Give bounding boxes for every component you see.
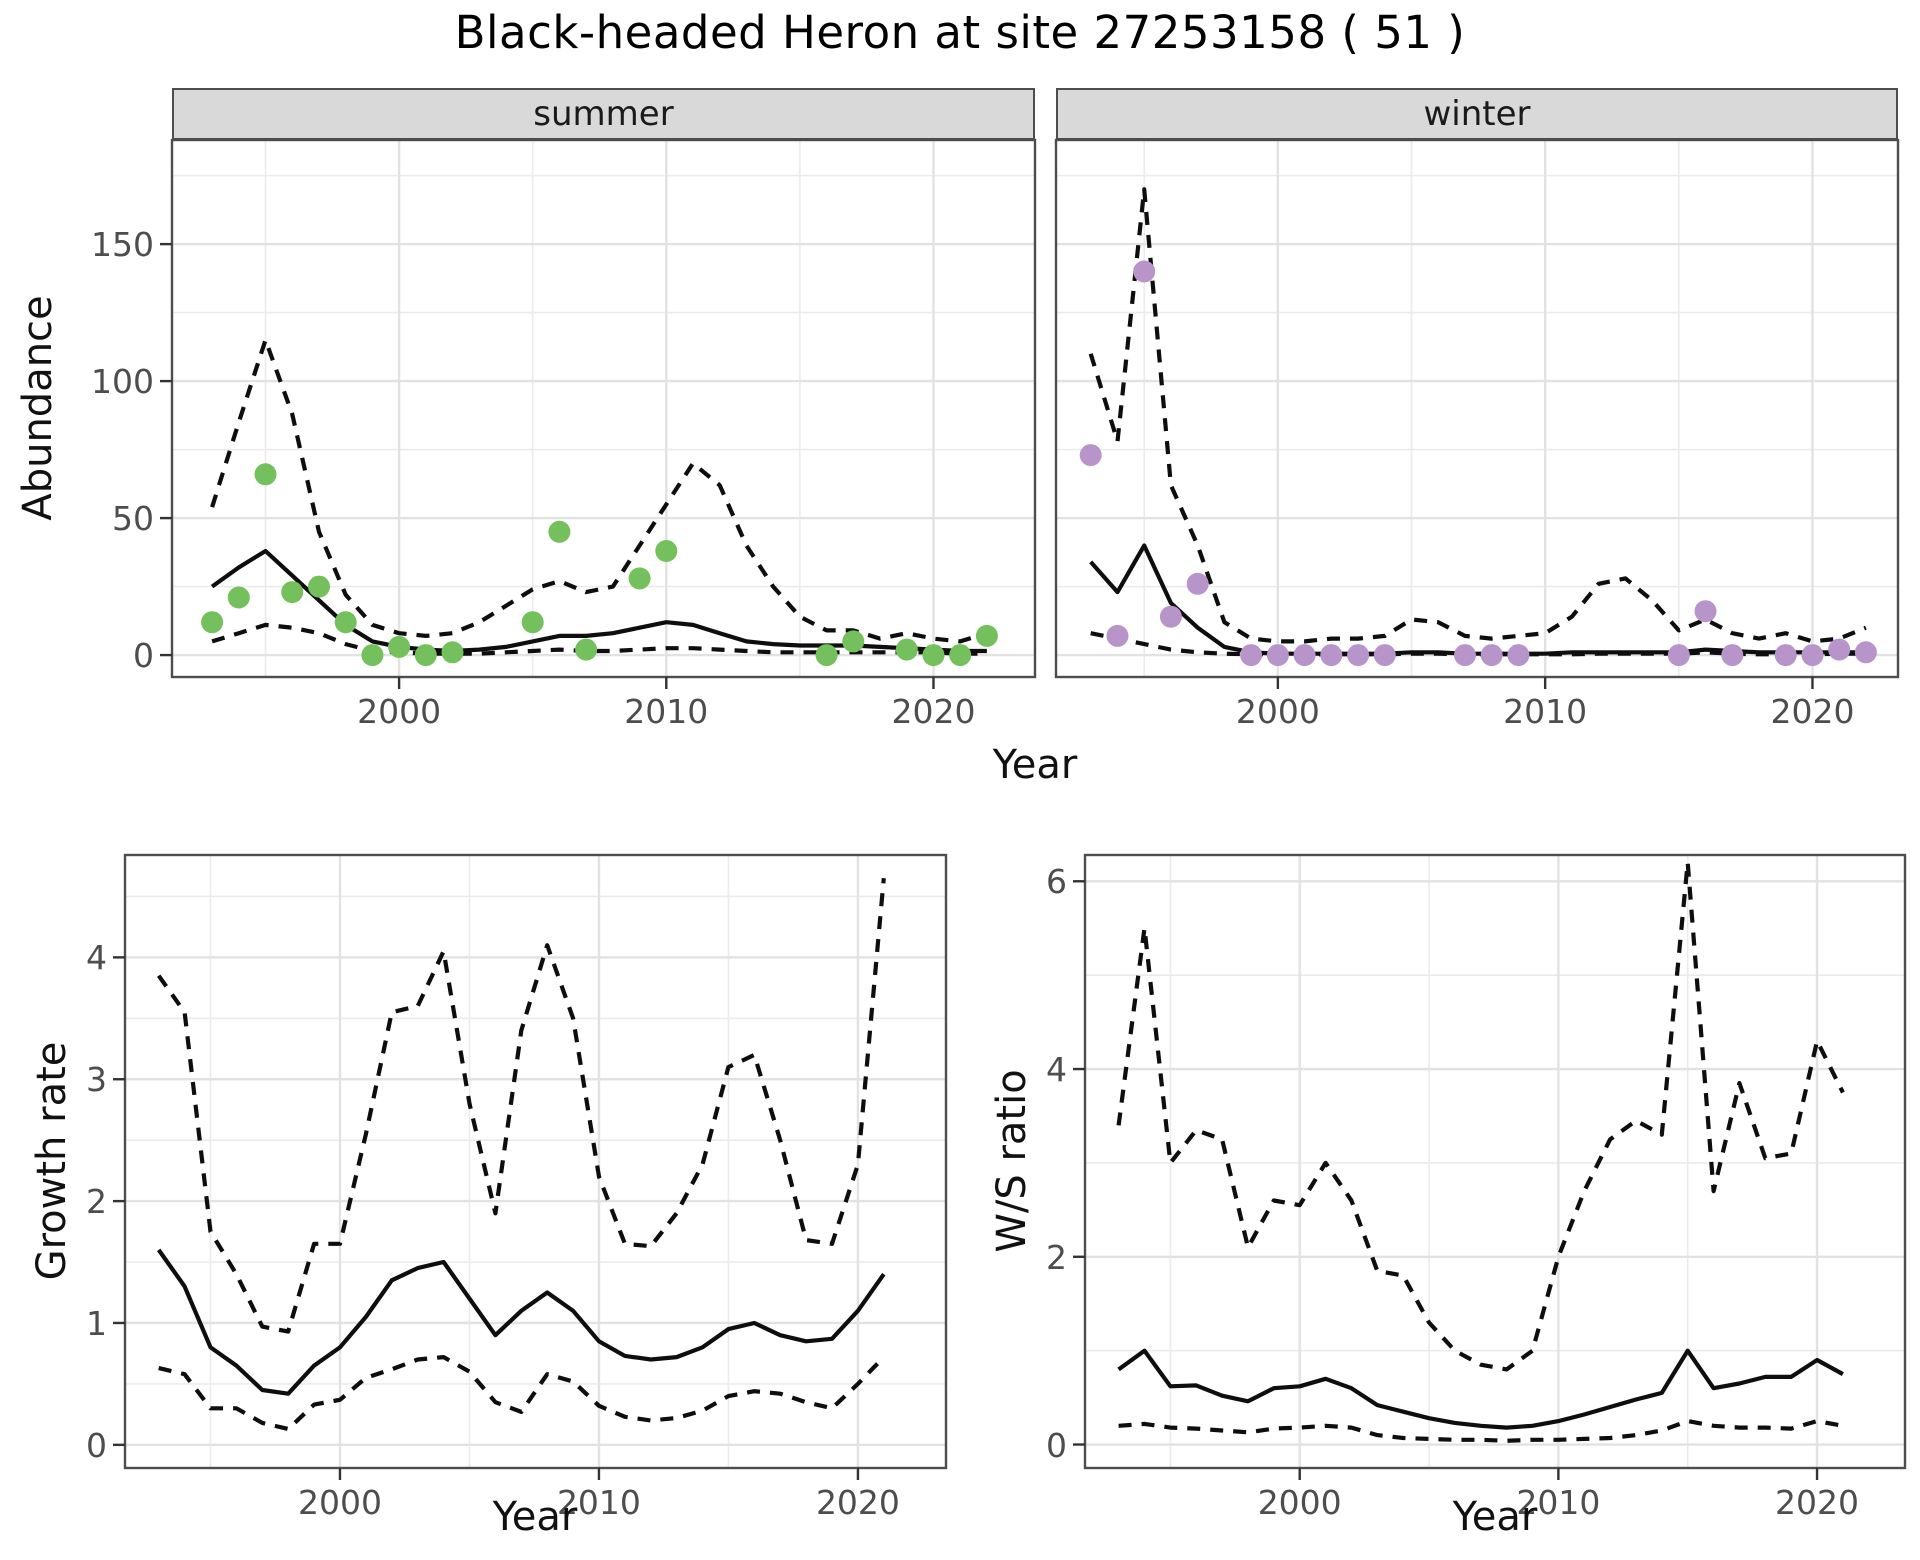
abundance-winter-data-point <box>1293 644 1316 667</box>
top-year-axis-title: Year <box>992 742 1078 788</box>
abundance-summer-data-point <box>361 644 384 667</box>
abundance-summer-data-point <box>521 611 544 634</box>
x-tick-label: 2010 <box>1503 692 1588 731</box>
abundance-winter-data-point <box>1828 638 1851 661</box>
ws-year-axis-title: Year <box>1452 1494 1538 1540</box>
growth-rate-ci-upper-line <box>156 878 886 1334</box>
x-tick-label: 2020 <box>891 692 976 731</box>
y-tick-label: 0 <box>133 636 154 676</box>
y-tick-label: 50 <box>112 499 154 539</box>
x-tick-label: 2010 <box>556 1483 641 1522</box>
x-tick-label: 2000 <box>357 692 442 731</box>
abundance-summer-data-point <box>254 463 277 486</box>
ws-ratio-ci-upper-line <box>1116 860 1845 1372</box>
growth-rate-panel-border <box>123 853 948 1470</box>
abundance-summer-data-point <box>201 611 224 634</box>
abundance-summer-data-point <box>441 641 464 664</box>
growth-rate-median-line <box>156 1248 886 1396</box>
abundance-winter-data-point <box>1507 644 1530 667</box>
abundance-summer-data-point <box>388 635 411 658</box>
abundance-summer-data-point <box>655 540 678 562</box>
growth-year-axis-title: Year <box>492 1494 578 1540</box>
abundance-winter-data-point <box>1133 260 1156 283</box>
abundance-winter-data-point <box>1347 644 1370 667</box>
ws-ratio-ci-lower-line <box>1118 1418 1844 1443</box>
abundance-summer-data-point <box>922 644 945 667</box>
y-tick-label: 2 <box>1046 1237 1067 1277</box>
abundance-winter-data-point <box>1240 644 1263 667</box>
abundance-winter-data-point <box>1373 644 1396 667</box>
x-tick-label: 2000 <box>1235 692 1320 731</box>
facet-strip-winter: winter <box>1056 88 1898 140</box>
abundance-winter-data-point <box>1454 644 1476 667</box>
abundance-summer-ci-lower-line <box>211 622 987 656</box>
abundance-winter-data-point <box>1854 641 1877 664</box>
abundance-winter-panel-border <box>1054 138 1900 679</box>
ws-ratio-panel-border <box>1083 853 1907 1470</box>
abundance-winter-data-point <box>1774 644 1797 667</box>
x-tick-label: 2020 <box>1770 692 1855 731</box>
abundance-summer-data-point <box>548 520 571 543</box>
x-tick-label: 2010 <box>624 692 709 731</box>
abundance-summer-panel-border <box>170 138 1037 679</box>
abundance-winter-ci-upper-line <box>1088 187 1867 644</box>
facet-strip-summer: summer <box>172 88 1035 140</box>
y-tick-label: 1 <box>86 1303 107 1343</box>
abundance-winter-data-point <box>1721 644 1744 667</box>
abundance-winter-data-point <box>1480 644 1503 667</box>
abundance-winter-data-point <box>1186 572 1209 595</box>
abundance-winter-data-point <box>1320 644 1343 667</box>
abundance-summer-data-point <box>227 586 250 609</box>
y-tick-label: 100 <box>91 362 154 402</box>
y-tick-label: 2 <box>86 1182 107 1222</box>
abundance-summer-data-point <box>575 638 598 661</box>
x-tick-label: 2020 <box>1775 1483 1860 1522</box>
abundance-winter-data-point <box>1801 644 1824 667</box>
abundance-summer-data-point <box>815 644 838 667</box>
abundance-summer-data-point <box>308 575 330 598</box>
y-tick-label: 6 <box>1046 862 1067 902</box>
abundance-winter-data-point <box>1694 600 1717 623</box>
y-tick-label: 4 <box>86 938 107 978</box>
abundance-winter-data-point <box>1106 624 1129 647</box>
y-tick-label: 3 <box>86 1060 107 1100</box>
ws-ratio-axis-title: W/S ratio <box>989 1069 1035 1253</box>
abundance-summer-data-point <box>281 581 304 604</box>
abundance-winter-data-point <box>1266 644 1289 667</box>
abundance-winter-data-point <box>1667 644 1690 667</box>
abundance-axis-title: Abundance <box>15 295 61 521</box>
abundance-summer-data-point <box>842 630 865 653</box>
abundance-summer-data-point <box>949 644 972 667</box>
figure-title: Black-headed Heron at site 27253158 ( 51… <box>454 6 1466 59</box>
y-tick-label: 0 <box>1046 1425 1067 1465</box>
growth-rate-axis-title: Growth rate <box>29 1041 75 1281</box>
ws-ratio-panel-bg <box>1085 855 1905 1468</box>
abundance-summer-data-point <box>975 624 998 647</box>
y-tick-label: 4 <box>1046 1050 1067 1090</box>
facet-strip-winter-label: winter <box>1423 94 1531 134</box>
growth-rate-ci-lower-line <box>158 1354 886 1432</box>
abundance-summer-data-point <box>895 638 918 661</box>
abundance-winter-data-point <box>1079 444 1102 467</box>
x-tick-label: 2000 <box>297 1483 382 1522</box>
x-tick-label: 2020 <box>815 1483 900 1522</box>
abundance-winter-data-point <box>1159 605 1182 628</box>
abundance-winter-panel-bg <box>1056 140 1898 677</box>
facet-strip-summer-label: summer <box>533 94 674 134</box>
x-tick-label: 2000 <box>1257 1483 1342 1522</box>
abundance-summer-data-point <box>414 644 437 667</box>
abundance-summer-data-point <box>334 611 357 634</box>
ws-ratio-median-line <box>1117 1348 1844 1430</box>
abundance-summer-data-point <box>628 567 651 590</box>
x-tick-label: 2010 <box>1516 1483 1601 1522</box>
y-tick-label: 0 <box>86 1425 107 1465</box>
y-tick-label: 150 <box>91 225 154 265</box>
